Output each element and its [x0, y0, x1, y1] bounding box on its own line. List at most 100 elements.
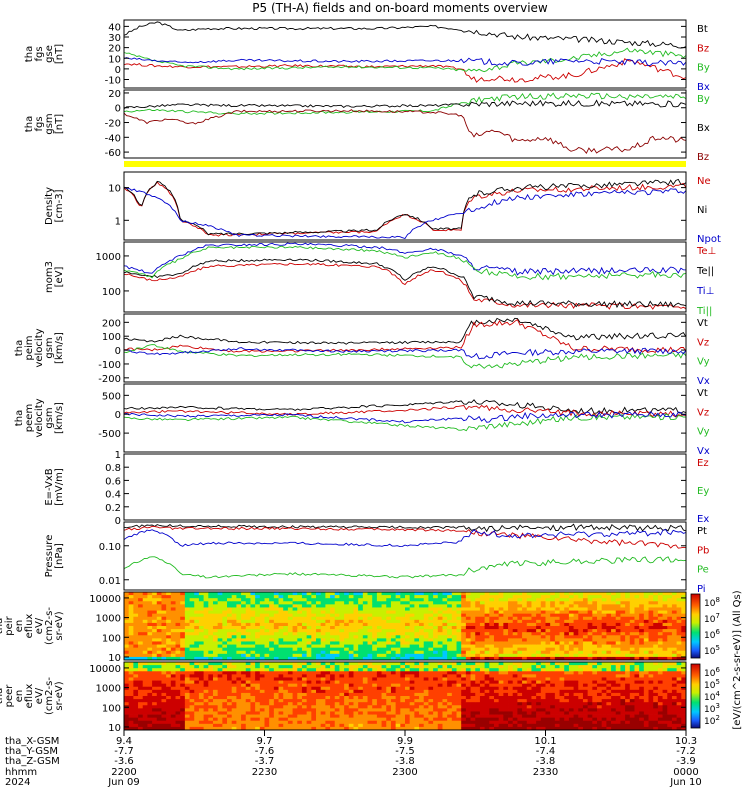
spectrogram-cell [433, 622, 439, 627]
spectrogram-cell [419, 686, 425, 691]
spectrogram-cell [236, 714, 242, 719]
spectrogram-cell [166, 641, 172, 645]
spectrogram-cell [550, 647, 556, 652]
spectrogram-cell [437, 644, 443, 649]
spectrogram-cell [297, 619, 303, 624]
spectrogram-cell [601, 641, 607, 645]
spectrogram-cell [170, 635, 176, 639]
spectrogram-cell [376, 644, 382, 649]
spectrogram-cell [639, 629, 645, 633]
spectrogram-cell [428, 598, 434, 602]
spectrogram-cell [405, 677, 411, 681]
spectrogram-cell [508, 632, 514, 636]
spectrogram-cell [657, 613, 663, 618]
spectrogram-cell [395, 641, 401, 645]
spectrogram-cell [508, 647, 514, 652]
spectrogram-cell [620, 641, 626, 645]
spectrogram-cell [653, 656, 659, 661]
spectrogram-cell [236, 595, 242, 599]
spectrogram-cell [545, 653, 551, 658]
y-axis-label-line: [mV/m] [54, 468, 65, 506]
spectrogram-cell [475, 726, 481, 731]
spectrogram-cell [147, 665, 153, 669]
spectrogram-cell [653, 613, 659, 618]
spectrogram-cell [409, 629, 415, 633]
spectrogram-cell [526, 598, 532, 602]
spectrogram-cell [573, 720, 579, 725]
spectrogram-cell [428, 595, 434, 599]
spectrogram-cell [475, 592, 481, 596]
spectrogram-cell [283, 708, 289, 712]
spectrogram-cell [358, 638, 364, 642]
spectrogram-cell [241, 665, 247, 669]
spectrogram-cell [414, 641, 420, 645]
spectrogram-cell [447, 723, 453, 728]
panel-frame [123, 521, 687, 591]
spectrogram-cell [325, 638, 331, 642]
spectrogram-cell [536, 641, 542, 645]
spectrogram-cell [489, 598, 495, 602]
spectrogram-cell [170, 632, 176, 636]
spectrogram-cell [358, 610, 364, 615]
spectrogram-cell [297, 626, 303, 630]
spectrogram-cell [250, 604, 256, 608]
spectrogram-cell [611, 619, 617, 624]
spectrogram-cell [625, 604, 631, 608]
spectrogram-cell [189, 619, 195, 624]
spectrogram-cell [545, 650, 551, 655]
spectrogram-cell [212, 717, 219, 722]
spectrogram-cell [203, 598, 209, 602]
spectrogram-cell [348, 613, 354, 618]
spectrogram-cell [381, 638, 387, 642]
spectrogram-cell [606, 638, 612, 642]
spectrogram-cell [231, 717, 237, 722]
spectrogram-cell [348, 714, 354, 719]
spectrogram-cell [639, 604, 645, 608]
spectrogram-cell [409, 677, 415, 681]
spectrogram-cell [573, 689, 579, 694]
spectrogram-cell [653, 598, 659, 602]
spectrogram-cell [484, 641, 490, 645]
spectrogram-cell [568, 668, 574, 672]
y-tick-label: 0 [115, 410, 121, 421]
spectrogram-cell [367, 671, 373, 675]
y-axis-label-line: velocity [34, 398, 45, 437]
spectrogram-cell [437, 604, 443, 608]
spectrogram-cell [414, 616, 420, 621]
spectrogram-cell [648, 613, 654, 618]
spectrogram-cell [320, 708, 326, 712]
spectrogram-cell [381, 607, 387, 611]
spectrogram-cell [152, 592, 158, 596]
series-ti-line [123, 242, 687, 276]
spectrogram-cell [479, 668, 486, 672]
spectrogram-cell [170, 680, 176, 685]
spectrogram-cell [498, 601, 504, 605]
spectrogram-cell [189, 717, 195, 722]
spectrogram-cell [297, 635, 303, 639]
spectrogram-cell [142, 644, 148, 649]
spectrogram-cell [287, 662, 293, 666]
spectrogram-cell [512, 677, 518, 681]
spectrogram-cell [587, 604, 593, 608]
spectrogram-cell [470, 607, 476, 611]
spectrogram-cell [344, 674, 350, 678]
spectrogram-cell [217, 726, 223, 731]
spectrogram-cell [386, 619, 392, 624]
spectrogram-cell [489, 674, 495, 678]
spectrogram-cell [362, 604, 368, 608]
spectrogram-cell [344, 641, 350, 645]
spectrogram-cell [212, 638, 219, 642]
spectrogram-cell [330, 720, 336, 725]
spectrogram-cell [479, 626, 486, 630]
spectrogram-cell [166, 720, 172, 725]
spectrogram-cell [255, 680, 261, 685]
spectrogram-cell [657, 592, 663, 596]
spectrogram-cell [484, 598, 490, 602]
spectrogram-cell [372, 720, 378, 725]
spectrogram-cell [517, 711, 523, 715]
spectrogram-cell [409, 689, 415, 694]
spectrogram-cell [283, 714, 289, 719]
spectrogram-cell [166, 622, 172, 627]
spectrogram-cell [470, 699, 476, 703]
